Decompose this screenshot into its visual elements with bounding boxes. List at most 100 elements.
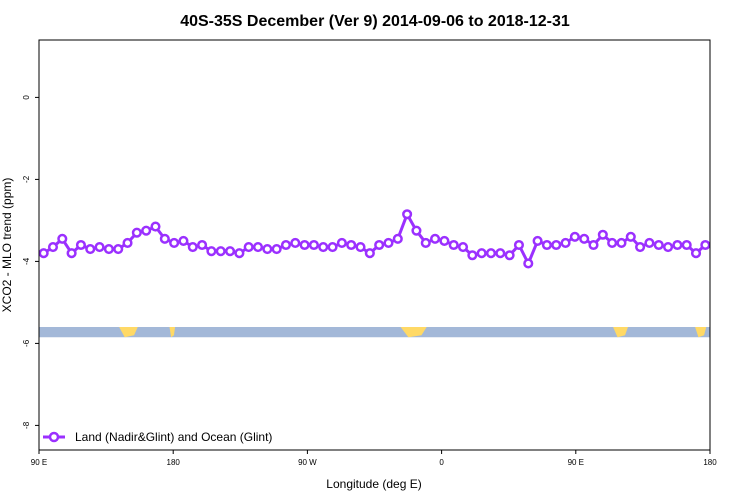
data-point (346, 239, 357, 251)
data-point (588, 239, 599, 251)
data-point (430, 233, 441, 244)
x-axis: 90 E 180 90 W 0 90 E 180 (31, 450, 717, 467)
data-point (635, 242, 646, 253)
data-point (224, 246, 236, 257)
y-tick-label: -6 (22, 339, 31, 347)
land-mass (119, 327, 138, 338)
x-tick-label: 0 (439, 458, 444, 467)
y-axis: 0 -2 -4 -6 -8 (22, 95, 39, 429)
data-point (690, 248, 702, 259)
data-point (663, 242, 674, 253)
data-point (94, 242, 105, 253)
data-point (290, 237, 301, 248)
x-tick-label: 90 E (31, 458, 47, 467)
data-point (122, 237, 133, 248)
legend-label: Land (Nadir&Glint) and Ocean (Glint) (75, 430, 272, 444)
x-tick-label: 90 W (298, 458, 317, 467)
data-point (467, 250, 478, 261)
data-point (131, 227, 142, 238)
y-tick-label: -8 (22, 421, 31, 429)
data-point (187, 242, 198, 253)
data-point (532, 235, 543, 246)
data-point (66, 248, 77, 259)
data-point (47, 242, 59, 253)
data-point (579, 233, 590, 244)
data-point (523, 258, 534, 269)
data-point (215, 246, 226, 257)
data-point (560, 237, 571, 248)
data-point (374, 239, 385, 251)
y-tick-label: 0 (22, 95, 31, 100)
y-tick-label: -4 (22, 257, 31, 265)
data-point (513, 239, 525, 251)
chart-title: 40S-35S December (Ver 9) 2014-09-06 to 2… (180, 13, 570, 30)
data-point (616, 237, 627, 248)
data-point (280, 239, 292, 251)
data-point (169, 237, 180, 248)
data-point (150, 221, 161, 232)
data-point (355, 242, 366, 253)
data-point (318, 242, 329, 253)
data-point (364, 248, 375, 259)
series-line (42, 212, 707, 265)
map-strip (39, 327, 710, 338)
data-point (262, 244, 273, 255)
data-point (234, 248, 245, 259)
data-point (420, 237, 431, 248)
data-point (625, 231, 636, 242)
y-axis-label: XCO2 - MLO trend (ppm) (0, 178, 14, 313)
data-point (551, 239, 562, 251)
data-point (159, 233, 170, 244)
x-tick-label: 180 (703, 458, 717, 467)
data-point (392, 233, 403, 244)
data-point (178, 235, 189, 246)
data-point (85, 244, 96, 255)
land-mass (613, 327, 628, 338)
data-point (141, 225, 152, 236)
y-tick-label: -2 (22, 175, 31, 183)
data-point (653, 239, 664, 251)
data-point (402, 209, 413, 220)
data-point (457, 242, 469, 253)
data-point (485, 248, 497, 259)
land-mass (695, 327, 707, 338)
data-point (38, 248, 49, 259)
data-point (271, 244, 282, 255)
data-point (607, 237, 618, 248)
data-point (476, 248, 487, 259)
data-point (681, 239, 692, 251)
x-tick-label: 180 (167, 458, 181, 467)
data-point (448, 239, 459, 251)
data-point (308, 239, 319, 251)
data-point (495, 248, 506, 259)
data-point (644, 237, 655, 248)
data-point (504, 250, 515, 261)
legend: Land (Nadir&Glint) and Ocean (Glint) (43, 430, 272, 444)
x-tick-label: 90 E (568, 458, 584, 467)
data-point (700, 239, 711, 251)
data-point (252, 242, 264, 253)
data-point (597, 229, 608, 240)
ocean-band (39, 327, 710, 338)
x-axis-label: Longitude (deg E) (326, 477, 421, 491)
data-point (243, 242, 254, 253)
data-point (327, 242, 338, 253)
series-layer (38, 209, 711, 269)
data-point (75, 239, 86, 251)
data-point (336, 237, 347, 248)
plot-frame (38, 39, 711, 451)
data-point (439, 235, 450, 246)
legend-marker-swatch (48, 431, 60, 443)
data-point (57, 233, 68, 244)
data-point (383, 237, 394, 248)
data-point (569, 231, 580, 242)
data-point (206, 246, 217, 257)
data-point (113, 244, 124, 255)
data-point (299, 239, 310, 251)
data-point (103, 244, 114, 255)
land-mass (169, 327, 176, 338)
data-point (411, 225, 422, 236)
data-point (541, 239, 552, 251)
land-mass (400, 327, 427, 338)
